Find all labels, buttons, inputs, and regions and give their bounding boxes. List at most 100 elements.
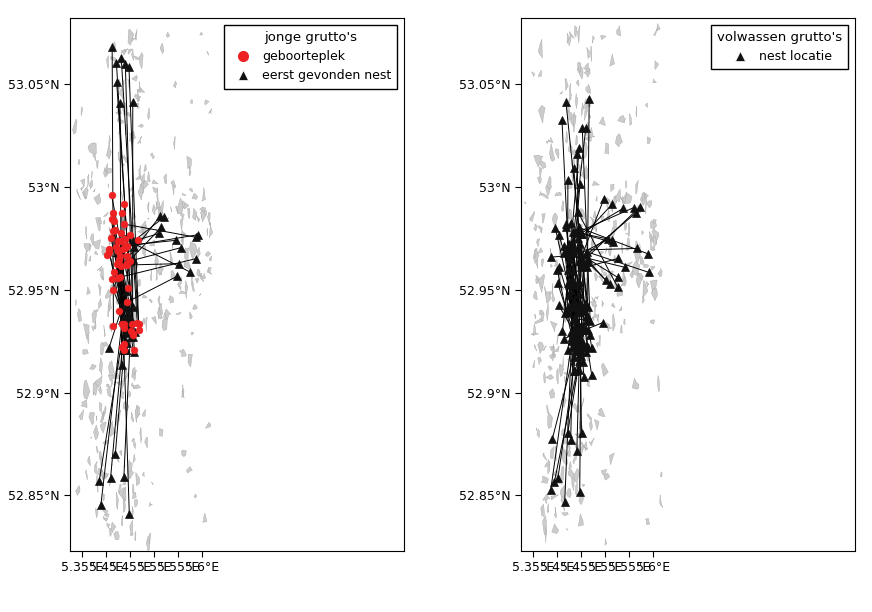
Polygon shape (117, 360, 120, 368)
Polygon shape (153, 249, 157, 256)
Polygon shape (131, 412, 134, 422)
Polygon shape (133, 454, 135, 463)
Polygon shape (640, 192, 646, 206)
Polygon shape (622, 242, 623, 253)
Polygon shape (604, 473, 610, 480)
Polygon shape (136, 175, 142, 180)
Polygon shape (625, 181, 627, 188)
Polygon shape (181, 389, 184, 398)
Polygon shape (569, 310, 573, 320)
Polygon shape (147, 171, 150, 182)
Polygon shape (563, 435, 569, 444)
Polygon shape (590, 264, 596, 272)
Polygon shape (121, 349, 126, 353)
Polygon shape (621, 277, 625, 286)
Polygon shape (597, 313, 599, 322)
Polygon shape (109, 228, 111, 231)
Polygon shape (174, 136, 175, 149)
Polygon shape (609, 247, 611, 256)
Polygon shape (126, 369, 128, 378)
Polygon shape (132, 438, 134, 442)
Polygon shape (119, 120, 124, 124)
Polygon shape (160, 428, 163, 436)
Polygon shape (581, 274, 582, 278)
Polygon shape (119, 231, 121, 242)
Polygon shape (534, 224, 537, 231)
Polygon shape (182, 230, 184, 245)
Polygon shape (93, 425, 99, 440)
Polygon shape (133, 492, 136, 499)
Polygon shape (642, 231, 644, 235)
Polygon shape (574, 403, 578, 411)
Polygon shape (152, 180, 158, 184)
Polygon shape (180, 350, 181, 353)
Polygon shape (135, 406, 138, 423)
Polygon shape (125, 335, 128, 349)
Polygon shape (132, 506, 133, 516)
Polygon shape (156, 201, 158, 211)
Polygon shape (130, 187, 133, 192)
Polygon shape (551, 494, 559, 500)
Polygon shape (543, 372, 546, 383)
Polygon shape (94, 193, 101, 204)
Polygon shape (96, 446, 99, 453)
Polygon shape (564, 373, 569, 375)
Polygon shape (157, 263, 163, 275)
Polygon shape (605, 248, 607, 253)
Polygon shape (110, 285, 113, 292)
Polygon shape (142, 225, 146, 240)
Polygon shape (545, 526, 546, 543)
Polygon shape (624, 193, 632, 204)
Polygon shape (557, 334, 559, 345)
Polygon shape (149, 502, 153, 506)
Polygon shape (652, 229, 659, 243)
Polygon shape (177, 198, 184, 214)
Polygon shape (132, 75, 138, 81)
Polygon shape (205, 100, 209, 105)
Polygon shape (203, 211, 207, 215)
Polygon shape (564, 313, 567, 323)
Polygon shape (540, 192, 542, 196)
Polygon shape (208, 267, 211, 272)
Polygon shape (575, 26, 577, 37)
Polygon shape (592, 317, 594, 321)
Polygon shape (579, 421, 582, 429)
Polygon shape (536, 155, 541, 159)
Polygon shape (565, 78, 569, 91)
Polygon shape (121, 191, 123, 200)
Polygon shape (636, 241, 638, 251)
Polygon shape (539, 160, 546, 168)
Polygon shape (573, 450, 577, 464)
Polygon shape (96, 160, 99, 169)
Polygon shape (555, 446, 556, 461)
Polygon shape (104, 342, 108, 346)
Polygon shape (138, 185, 143, 200)
Polygon shape (209, 223, 213, 238)
Polygon shape (537, 176, 542, 184)
Polygon shape (626, 238, 630, 250)
Polygon shape (546, 291, 551, 304)
Polygon shape (579, 431, 582, 439)
Polygon shape (643, 297, 644, 304)
Polygon shape (569, 442, 570, 449)
Polygon shape (200, 32, 203, 35)
Polygon shape (562, 201, 564, 211)
Polygon shape (573, 468, 580, 483)
Polygon shape (657, 269, 662, 277)
Polygon shape (91, 437, 92, 438)
Polygon shape (117, 250, 123, 252)
Polygon shape (89, 256, 91, 261)
Polygon shape (121, 50, 126, 53)
Polygon shape (116, 417, 119, 427)
Polygon shape (181, 212, 184, 217)
Polygon shape (589, 301, 596, 307)
Polygon shape (142, 409, 146, 416)
Polygon shape (563, 506, 565, 511)
Polygon shape (585, 136, 591, 141)
Polygon shape (116, 492, 119, 510)
Polygon shape (119, 80, 120, 89)
Polygon shape (83, 349, 88, 354)
Polygon shape (194, 494, 197, 498)
Polygon shape (649, 271, 651, 275)
Polygon shape (547, 504, 548, 513)
